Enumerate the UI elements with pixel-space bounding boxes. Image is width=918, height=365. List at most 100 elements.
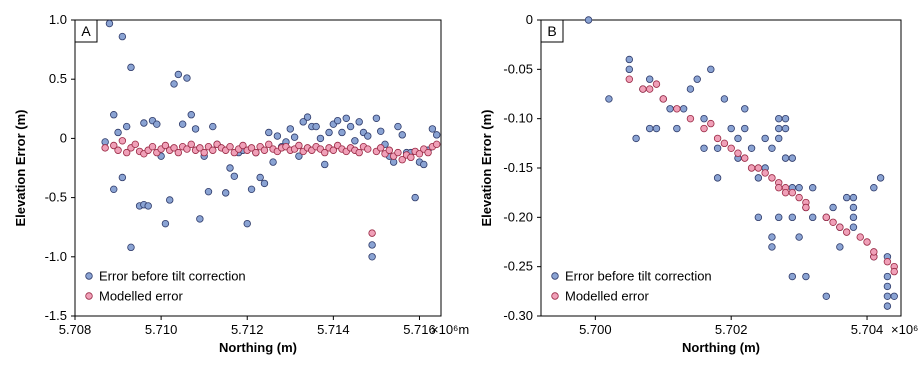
data-point-before bbox=[761, 134, 769, 143]
data-point-modelled bbox=[645, 85, 654, 93]
data-point-before bbox=[734, 134, 742, 143]
data-point-modelled bbox=[652, 80, 661, 88]
data-point-modelled bbox=[110, 141, 118, 150]
data-point-before bbox=[727, 124, 735, 133]
data-point-modelled bbox=[170, 144, 178, 152]
data-point-modelled bbox=[686, 114, 695, 123]
data-point-before bbox=[161, 219, 170, 228]
data-point-before bbox=[775, 134, 783, 143]
data-point-before bbox=[754, 174, 763, 182]
data-point-modelled bbox=[659, 95, 667, 103]
data-point-modelled bbox=[239, 141, 247, 150]
data-point-before bbox=[295, 152, 303, 160]
y-tick-label: 0.5 bbox=[49, 71, 67, 86]
data-point-modelled bbox=[407, 153, 415, 162]
data-point-modelled bbox=[870, 248, 878, 256]
x-tick-label: 5.700 bbox=[579, 322, 612, 337]
x-tick-label: 5.714 bbox=[317, 322, 350, 337]
data-point-before bbox=[781, 154, 790, 162]
data-point-before bbox=[226, 164, 234, 172]
data-point-modelled bbox=[174, 148, 183, 157]
data-point-before bbox=[230, 172, 239, 180]
data-point-before bbox=[178, 120, 187, 128]
data-point-modelled bbox=[252, 148, 260, 157]
data-point-before bbox=[645, 75, 654, 83]
data-point-before bbox=[325, 128, 333, 137]
data-point-before bbox=[775, 213, 783, 222]
y-tick-label: -0.25 bbox=[503, 259, 533, 274]
data-point-before bbox=[191, 125, 200, 133]
y-tick-label: 0 bbox=[60, 130, 67, 145]
data-point-modelled bbox=[295, 141, 303, 150]
data-point-before bbox=[127, 243, 135, 252]
data-point-modelled bbox=[856, 233, 864, 241]
legend-marker bbox=[551, 292, 559, 300]
data-point-before bbox=[802, 272, 810, 281]
y-axis-title: Elevation Error (m) bbox=[13, 109, 28, 226]
data-point-before bbox=[768, 243, 776, 251]
data-point-before bbox=[342, 114, 350, 122]
x-multiplier-label: ×10⁶m bbox=[891, 322, 918, 337]
data-point-before bbox=[781, 114, 790, 123]
data-point-before bbox=[883, 302, 892, 310]
data-point-modelled bbox=[148, 142, 157, 151]
data-point-before bbox=[346, 122, 355, 131]
x-tick-label: 5.704 bbox=[851, 322, 884, 337]
legend-label: Error before tilt correction bbox=[99, 269, 246, 284]
data-point-modelled bbox=[781, 188, 790, 197]
data-point-modelled bbox=[741, 154, 749, 162]
data-point-before bbox=[645, 124, 654, 133]
data-point-before bbox=[713, 174, 722, 182]
data-point-modelled bbox=[842, 228, 851, 236]
data-point-before bbox=[428, 125, 437, 133]
data-point-modelled bbox=[883, 258, 892, 266]
data-point-before bbox=[741, 124, 749, 133]
data-point-modelled bbox=[209, 146, 217, 154]
data-point-before bbox=[316, 134, 325, 143]
data-point-before bbox=[666, 105, 674, 113]
x-multiplier-label: ×10⁶m bbox=[431, 322, 469, 337]
data-point-before bbox=[187, 111, 195, 119]
data-point-modelled bbox=[727, 144, 735, 152]
data-point-before bbox=[140, 119, 148, 127]
x-axis-title: Northing (m) bbox=[219, 340, 297, 355]
data-point-before bbox=[870, 184, 878, 192]
y-tick-label: 1.0 bbox=[49, 12, 67, 27]
data-point-modelled bbox=[707, 119, 715, 128]
data-point-modelled bbox=[196, 144, 204, 152]
data-point-modelled bbox=[260, 146, 269, 154]
data-point-before bbox=[605, 95, 613, 103]
data-point-modelled bbox=[329, 146, 338, 154]
data-point-before bbox=[260, 179, 269, 188]
data-point-before bbox=[883, 272, 892, 281]
data-point-before bbox=[679, 105, 688, 113]
data-point-before bbox=[118, 32, 127, 41]
data-point-before bbox=[338, 128, 346, 137]
data-point-before bbox=[693, 75, 701, 83]
data-point-before bbox=[364, 132, 372, 140]
data-point-before bbox=[256, 173, 264, 182]
data-point-modelled bbox=[114, 146, 122, 154]
data-point-before bbox=[269, 158, 277, 166]
data-point-modelled bbox=[625, 75, 634, 83]
y-tick-label: -0.5 bbox=[45, 190, 67, 205]
data-point-before bbox=[209, 122, 217, 131]
data-point-modelled bbox=[890, 267, 898, 276]
legend-marker bbox=[551, 272, 559, 280]
data-point-before bbox=[775, 114, 783, 123]
data-point-before bbox=[196, 215, 204, 223]
data-point-before bbox=[174, 70, 183, 79]
data-point-before bbox=[747, 144, 756, 152]
x-tick-label: 5.708 bbox=[59, 322, 92, 337]
data-point-before bbox=[290, 133, 299, 141]
panel-label: B bbox=[547, 23, 556, 39]
data-point-before bbox=[775, 124, 783, 133]
data-point-before bbox=[105, 19, 114, 28]
y-tick-label: -1.0 bbox=[45, 249, 67, 264]
data-point-before bbox=[312, 122, 320, 131]
data-point-before bbox=[625, 55, 634, 64]
data-point-modelled bbox=[713, 134, 722, 143]
data-point-modelled bbox=[415, 150, 424, 158]
x-tick-label: 5.716 bbox=[403, 322, 436, 337]
data-point-modelled bbox=[432, 140, 441, 149]
